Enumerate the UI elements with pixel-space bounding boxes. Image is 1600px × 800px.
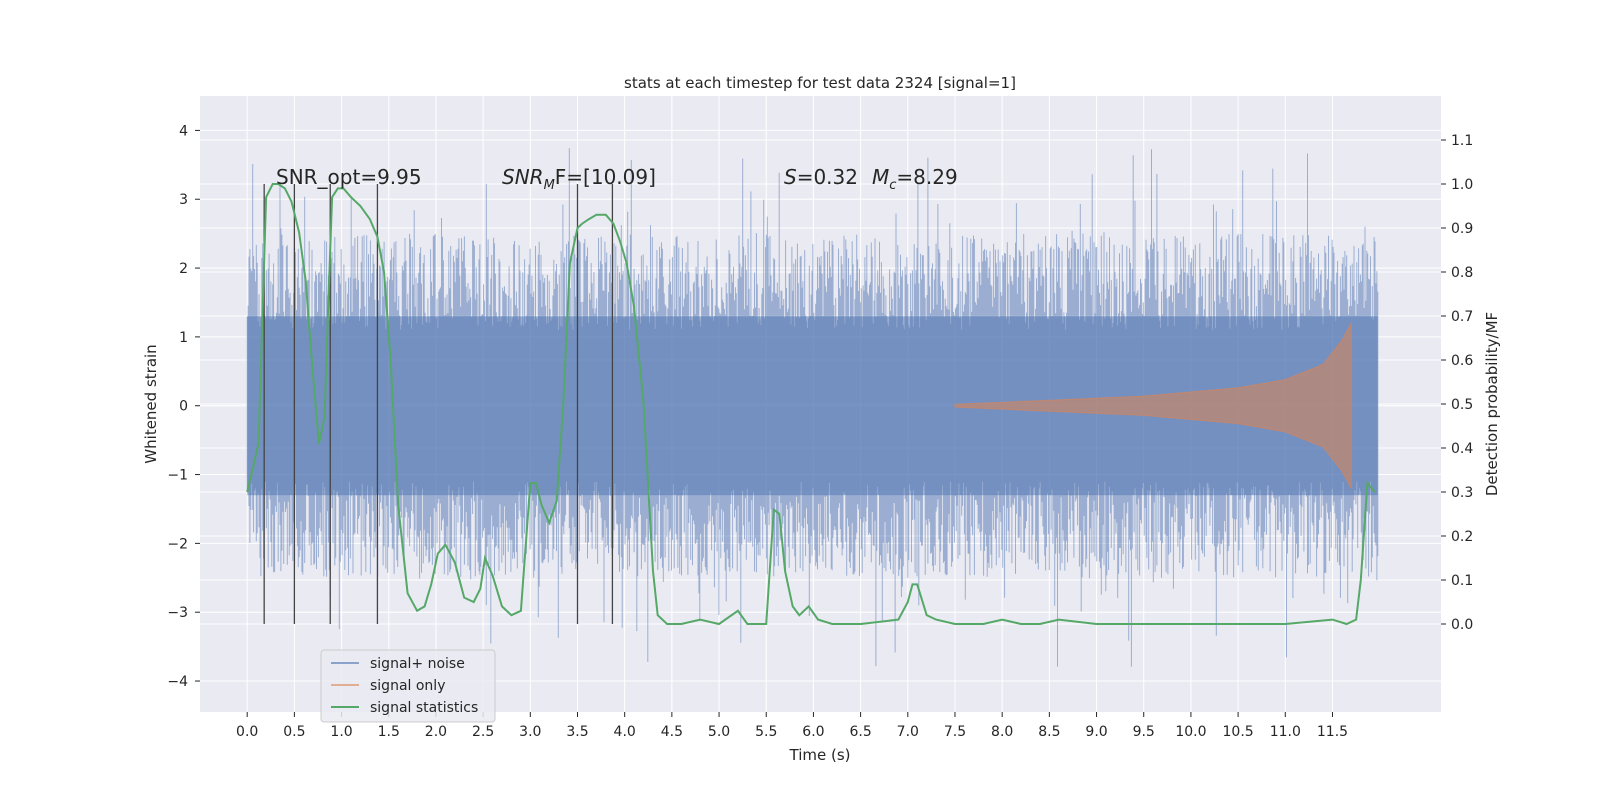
- x-tick-label: 1.0: [330, 724, 352, 740]
- x-tick-label: 4.5: [661, 724, 683, 740]
- x-tick-label: 9.5: [1133, 724, 1155, 740]
- signal-only-series: [954, 322, 1352, 489]
- x-tick-label: 5.5: [755, 724, 777, 740]
- y-tick-label-right: 0.2: [1451, 529, 1473, 545]
- x-tick-label: 0.0: [236, 724, 258, 740]
- snr-mf-base: SNR: [502, 165, 544, 189]
- x-tick-label: 2.0: [425, 724, 447, 740]
- signal-envelope: [954, 322, 1352, 489]
- mc-val: =8.29: [896, 165, 957, 189]
- x-tick-label: 2.5: [472, 724, 494, 740]
- y-tick-label-left: 0: [179, 399, 188, 415]
- x-tick-label: 9.0: [1085, 724, 1107, 740]
- y-tick-label-left: 3: [179, 192, 188, 208]
- annotation-snr-opt: SNR_opt=9.95: [276, 165, 422, 189]
- x-tick-label: 3.5: [566, 724, 588, 740]
- x-tick-label: 10.0: [1175, 724, 1206, 740]
- y-tick-label-right: 0.0: [1451, 617, 1473, 633]
- signal-statistics-series: [246, 183, 1376, 626]
- y-tick-label-right: 0.3: [1451, 485, 1473, 501]
- y-tick-label-left: −1: [167, 468, 188, 484]
- x-tick-label: 3.0: [519, 724, 541, 740]
- mc-var: M: [872, 165, 889, 189]
- snr-mf-sub: M: [544, 178, 555, 193]
- x-tick-label: 4.0: [614, 724, 636, 740]
- tick-labels: 0.0 0.5 1.0 1.5 2.0 2.5 3.0 3.5 4.0 4.5 5.0 5.5 6.0 6…: [167, 123, 1473, 740]
- y-tick-label-right: 0.7: [1451, 309, 1473, 325]
- x-tick-label: 6.0: [802, 724, 824, 740]
- y-tick-label-left: −3: [167, 605, 188, 621]
- x-tick-label: 11.5: [1317, 724, 1348, 740]
- y-axis-label-left: Whitened strain: [142, 344, 160, 463]
- x-tick-label: 10.5: [1223, 724, 1254, 740]
- x-axis-label: Time (s): [789, 746, 851, 764]
- y-tick-label-left: −2: [167, 536, 188, 552]
- s-var: S: [784, 165, 797, 189]
- chart-title: stats at each timestep for test data 232…: [624, 74, 1016, 92]
- annotation-s-mc: S=0.32 Mc=8.29: [784, 165, 958, 193]
- x-tick-label: 7.5: [944, 724, 966, 740]
- y-tick-label-left: 4: [179, 123, 188, 139]
- legend: signal+ noise signal only signal statist…: [320, 649, 496, 723]
- y-tick-label-left: 2: [179, 261, 188, 277]
- y-tick-label-right: 0.5: [1451, 397, 1473, 413]
- legend-label-noise: signal+ noise: [370, 656, 465, 672]
- x-tick-label: 1.5: [378, 724, 400, 740]
- annotation-snr-mf: SNRMF=[10.09]: [502, 165, 656, 193]
- legend-label-stats: signal statistics: [370, 700, 478, 716]
- y-tick-label-left: 1: [179, 330, 188, 346]
- x-tick-label: 11.0: [1270, 724, 1301, 740]
- mc-sub: c: [889, 178, 896, 193]
- y-axis-label-right: Detection probability/MF: [1483, 312, 1501, 496]
- y-tick-label-left: −4: [167, 674, 188, 690]
- y-tick-label-right: 0.1: [1451, 573, 1473, 589]
- snr-mf-rest: F=[10.09]: [555, 165, 656, 189]
- y-tick-label-right: 0.9: [1451, 221, 1473, 237]
- y-tick-label-right: 1.0: [1451, 177, 1473, 193]
- stats-line: [246, 183, 1376, 626]
- s-val: =0.32: [797, 165, 858, 189]
- legend-label-signal: signal only: [370, 678, 445, 694]
- y-tick-label-right: 1.1: [1451, 133, 1473, 149]
- y-tick-label-right: 0.6: [1451, 353, 1473, 369]
- x-tick-label: 6.5: [849, 724, 871, 740]
- x-tick-label: 0.5: [283, 724, 305, 740]
- x-tick-label: 5.0: [708, 724, 730, 740]
- x-tick-label: 8.5: [1038, 724, 1060, 740]
- legend-box: [320, 649, 496, 723]
- x-tick-label: 7.0: [897, 724, 919, 740]
- y-tick-label-right: 0.8: [1451, 265, 1473, 281]
- x-tick-label: 8.0: [991, 724, 1013, 740]
- y-tick-label-right: 0.4: [1451, 441, 1473, 457]
